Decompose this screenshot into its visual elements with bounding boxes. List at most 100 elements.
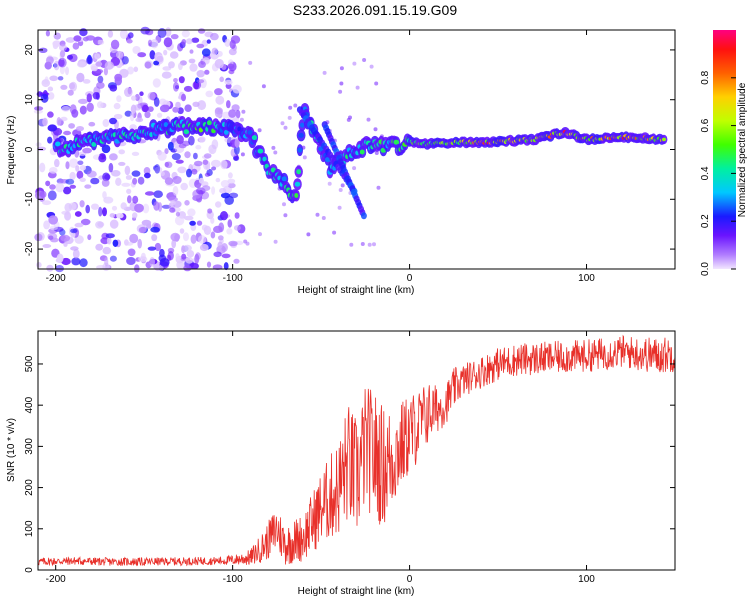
spectrogram-cell — [206, 39, 211, 44]
spectrogram-cell — [116, 95, 122, 103]
spectrogram-cell — [53, 32, 61, 40]
spectrogram-cell — [251, 135, 257, 141]
snr-y-tick-label: 500 — [24, 355, 35, 372]
spectrogram-cell — [352, 61, 357, 66]
spectrogram-cell — [228, 172, 233, 179]
spectrogram-cell — [47, 136, 53, 144]
spectrogram-cell — [65, 178, 75, 185]
spectrogram-cell — [346, 117, 351, 122]
spectrogram-cell — [228, 48, 237, 56]
spectrogram-cell — [183, 85, 193, 92]
spectrogram-cell — [161, 71, 172, 79]
spectrogram-cell — [150, 226, 160, 233]
spectrogram-cell — [241, 109, 246, 114]
spectrogram-cell — [84, 184, 92, 189]
spectrogram-x-label: Height of straight line (km) — [298, 285, 415, 296]
spectrogram-cell — [70, 228, 78, 234]
spectrogram-cell — [68, 82, 76, 90]
spectrogram-cell — [102, 207, 107, 217]
spectrogram-x-tick-label: -200 — [46, 273, 66, 284]
spectrogram-cell — [109, 84, 118, 92]
spectrogram-cell — [339, 66, 344, 71]
spectrogram-cell — [184, 104, 192, 112]
spectrogram-cell — [170, 34, 179, 40]
spectrogram-cell — [352, 166, 357, 171]
spectrogram-cell — [156, 112, 163, 118]
spectrogram-y-ticks: -20 -10 0 10 20 — [24, 44, 675, 256]
spectrogram-cell — [90, 65, 98, 72]
spectrogram-cell — [78, 98, 88, 104]
spectrogram-cell — [315, 212, 320, 217]
spectrogram-cell — [171, 153, 181, 161]
snr-series-line — [37, 334, 676, 567]
spectrogram-cell — [165, 161, 173, 169]
spectrogram-cell — [108, 162, 114, 173]
spectrogram-cell — [57, 57, 67, 68]
spectrogram-cell — [214, 58, 224, 69]
snr-x-tick-label: 100 — [578, 574, 595, 585]
spectrogram-cell — [153, 97, 160, 107]
spectrogram-cell — [126, 257, 136, 265]
spectrogram-cell — [49, 75, 59, 82]
spectrogram-cell — [194, 160, 203, 167]
spectrogram-y-tick-label: 20 — [24, 44, 35, 56]
spectrogram-cell — [98, 206, 103, 217]
spectrogram-cell — [224, 79, 233, 85]
spectrogram-cell — [227, 182, 236, 189]
spectrogram-cell — [131, 170, 141, 177]
spectrogram-cell — [131, 151, 140, 156]
spectrogram-cell — [191, 168, 198, 175]
snr-y-tick-label: 200 — [24, 479, 35, 496]
spectrogram-cell — [217, 241, 223, 249]
spectrogram-x-tick-label: -100 — [223, 273, 243, 284]
spectrogram-cell — [63, 186, 72, 195]
spectrogram-cell — [91, 203, 99, 210]
spectrogram-cell — [112, 239, 119, 247]
spectrogram-cell — [86, 56, 93, 65]
spectrogram-cell — [293, 103, 298, 108]
spectrogram-cell — [210, 159, 221, 168]
spectrogram-cell — [70, 232, 76, 238]
spectrogram-cell — [220, 180, 230, 188]
spectrogram-cell — [47, 86, 54, 92]
spectrogram-cell — [79, 28, 88, 37]
spectrogram-cell — [283, 213, 288, 218]
spectrogram-cell — [121, 56, 129, 65]
colorbar-label: Normalized spectral amplitude — [737, 82, 748, 217]
spectrogram-cell — [198, 136, 206, 143]
spectrogram-cell — [72, 129, 82, 137]
spectrogram-cell — [69, 158, 79, 168]
spectrogram-cell — [233, 258, 240, 264]
spectrogram-cell — [60, 84, 68, 90]
spectrogram-cell — [142, 203, 150, 214]
spectrogram-cell — [281, 176, 287, 182]
snr-panel: -200 -100 0 100 0 100 200 300 400 500 Height of … — [6, 330, 676, 597]
spectrogram-cell — [79, 105, 87, 115]
spectrogram-cell — [196, 43, 205, 49]
spectrogram-cell — [199, 243, 209, 252]
spectrogram-cell — [160, 171, 165, 177]
spectrogram-cell — [188, 58, 196, 64]
spectrogram-cell — [120, 202, 127, 210]
spectrogram-cell — [201, 185, 211, 192]
spectrogram-cell — [87, 234, 92, 241]
spectrogram-cell — [181, 253, 187, 260]
spectrogram-cell — [118, 161, 126, 166]
spectrogram-cell — [178, 143, 187, 149]
spectrogram-cell — [153, 60, 160, 66]
spectrogram-cell — [133, 66, 139, 73]
snr-y-tick-label: 0 — [24, 567, 35, 573]
spectrogram-cell — [204, 69, 210, 75]
spectrogram-cell — [88, 121, 96, 127]
spectrogram-cell — [77, 160, 84, 166]
spectrogram-cell — [175, 253, 180, 261]
spectrogram-cell — [188, 135, 195, 146]
spectrogram-cell — [178, 76, 185, 84]
spectrogram-cell — [193, 152, 198, 160]
spectrogram-cell — [91, 141, 97, 147]
spectrogram-cell — [109, 117, 117, 125]
spectrogram-cell — [288, 105, 293, 110]
spectrogram-cell — [96, 81, 105, 89]
spectrogram-cell — [163, 49, 168, 56]
